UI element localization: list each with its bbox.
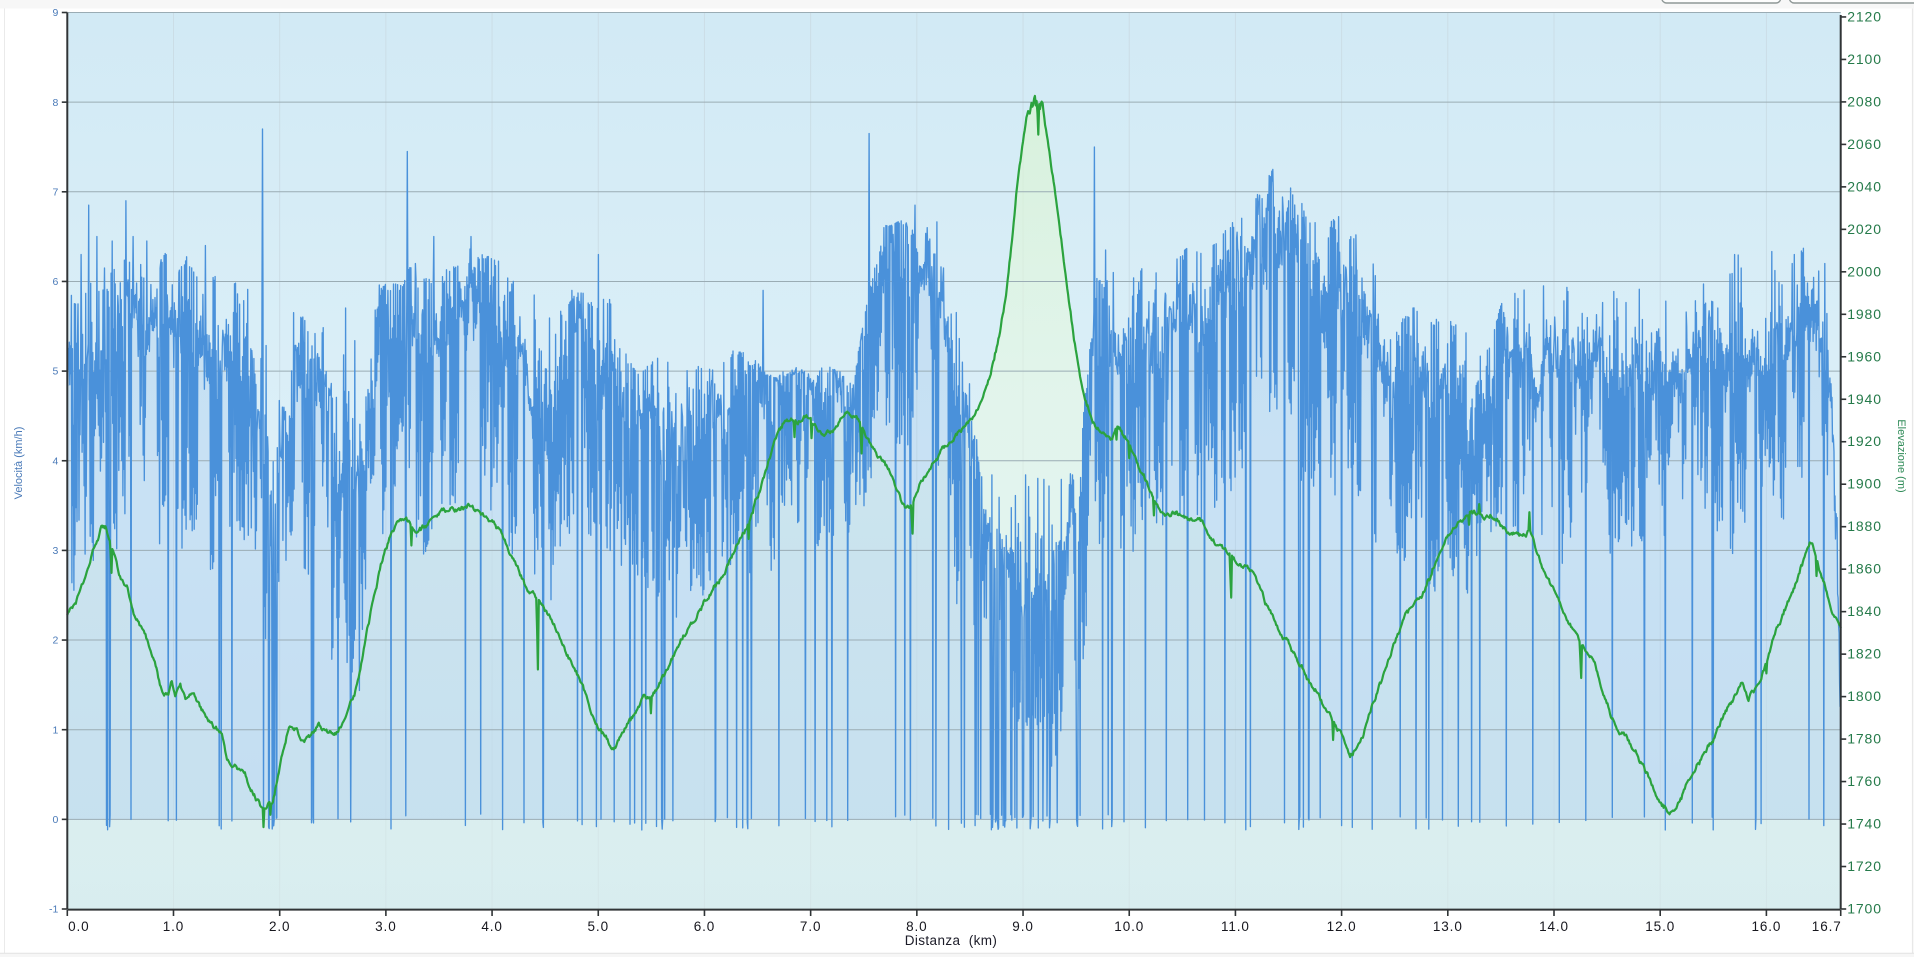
svg-text:5.0: 5.0 [588,919,609,934]
svg-text:3: 3 [52,545,58,557]
svg-text:1860: 1860 [1847,561,1882,577]
svg-text:7.0: 7.0 [800,919,821,934]
svg-text:1740: 1740 [1847,816,1882,832]
svg-text:1900: 1900 [1847,476,1882,492]
svg-text:6: 6 [52,276,58,288]
svg-text:2020: 2020 [1847,221,1882,237]
svg-text:1960: 1960 [1847,348,1882,364]
svg-text:2060: 2060 [1847,136,1882,152]
svg-text:10.0: 10.0 [1114,919,1144,934]
svg-text:2: 2 [52,635,58,647]
svg-text:9.0: 9.0 [1012,919,1033,934]
svg-text:2120: 2120 [1847,8,1882,24]
svg-text:11.0: 11.0 [1221,919,1250,934]
svg-text:4.0: 4.0 [481,919,502,934]
svg-text:1840: 1840 [1847,603,1882,619]
svg-text:-1: -1 [49,904,58,916]
svg-text:1700: 1700 [1847,901,1882,917]
svg-text:1880: 1880 [1847,518,1882,534]
svg-text:9: 9 [52,7,58,19]
svg-text:2000: 2000 [1847,263,1882,279]
svg-text:1980: 1980 [1847,306,1882,322]
svg-text:16.0: 16.0 [1751,919,1781,934]
svg-text:8.0: 8.0 [906,919,927,934]
svg-text:2040: 2040 [1847,178,1882,194]
svg-text:15.0: 15.0 [1645,919,1675,934]
svg-text:Distanza (km): Distanza (km) [905,933,998,948]
svg-text:2.0: 2.0 [269,919,290,934]
svg-text:5: 5 [52,366,58,378]
svg-text:1800: 1800 [1847,688,1882,704]
svg-text:Elevazione (m): Elevazione (m) [1895,419,1907,492]
svg-text:12.0: 12.0 [1327,919,1357,934]
svg-text:16.7: 16.7 [1812,919,1842,934]
svg-text:13.0: 13.0 [1433,919,1463,934]
svg-text:2100: 2100 [1847,51,1882,67]
svg-text:2080: 2080 [1847,93,1882,109]
svg-text:Velocità (km/h): Velocità (km/h) [13,427,25,500]
svg-text:1760: 1760 [1847,773,1882,789]
svg-text:4: 4 [52,455,58,467]
svg-text:1940: 1940 [1847,391,1882,407]
svg-text:1820: 1820 [1847,646,1882,662]
svg-text:1780: 1780 [1847,731,1882,747]
svg-text:1720: 1720 [1847,858,1882,874]
svg-text:0: 0 [52,814,58,826]
svg-text:1: 1 [52,724,58,736]
svg-text:0.0: 0.0 [68,919,89,934]
svg-text:3.0: 3.0 [375,919,396,934]
svg-text:14.0: 14.0 [1539,919,1569,934]
svg-text:7: 7 [52,186,58,198]
svg-text:6.0: 6.0 [694,919,715,934]
svg-text:8: 8 [52,97,58,109]
svg-text:1920: 1920 [1847,433,1882,449]
svg-text:1.0: 1.0 [163,919,184,934]
